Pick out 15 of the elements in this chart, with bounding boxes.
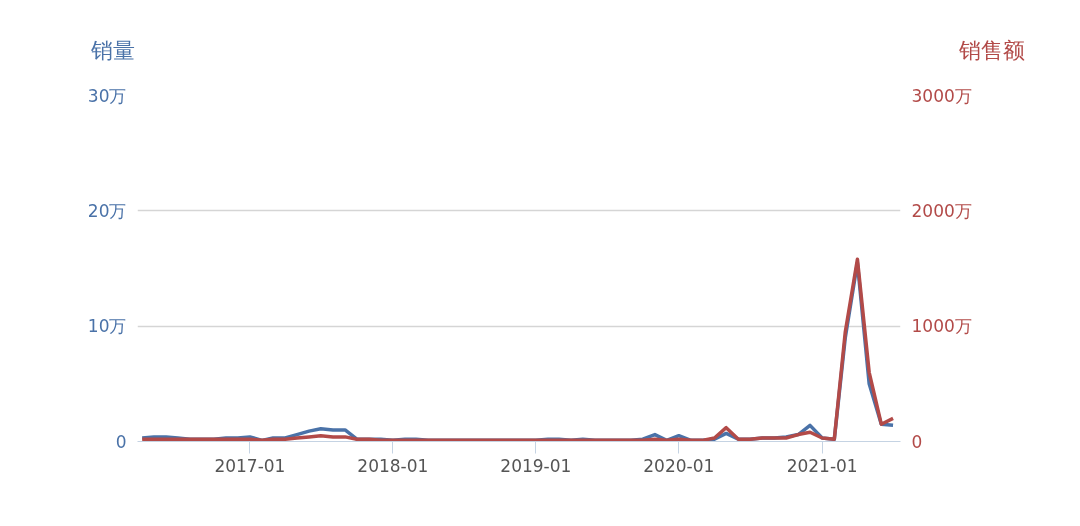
x-tick-label: 2017-01 (214, 455, 286, 476)
y-tick-label: 20万 (87, 200, 127, 221)
y2-tick-label: 1000万 (911, 316, 972, 337)
y2-tick-label: 2000万 (911, 200, 972, 221)
x-tick-label: 2018-01 (357, 455, 429, 476)
y2-tick-label: 3000万 (911, 85, 972, 106)
y2-tick-label: 0 (911, 431, 923, 452)
x-tick-label: 2021-01 (786, 455, 858, 476)
x-tick-label: 2020-01 (643, 455, 715, 476)
y-tick-label: 0 (115, 431, 127, 452)
y-tick-label: 30万 (87, 85, 127, 106)
y-tick-label: 10万 (87, 316, 127, 337)
y2-axis-title: 销售额 (959, 37, 1025, 65)
y-axis-title: 销量 (91, 37, 135, 65)
x-tick-label: 2019-01 (500, 455, 572, 476)
